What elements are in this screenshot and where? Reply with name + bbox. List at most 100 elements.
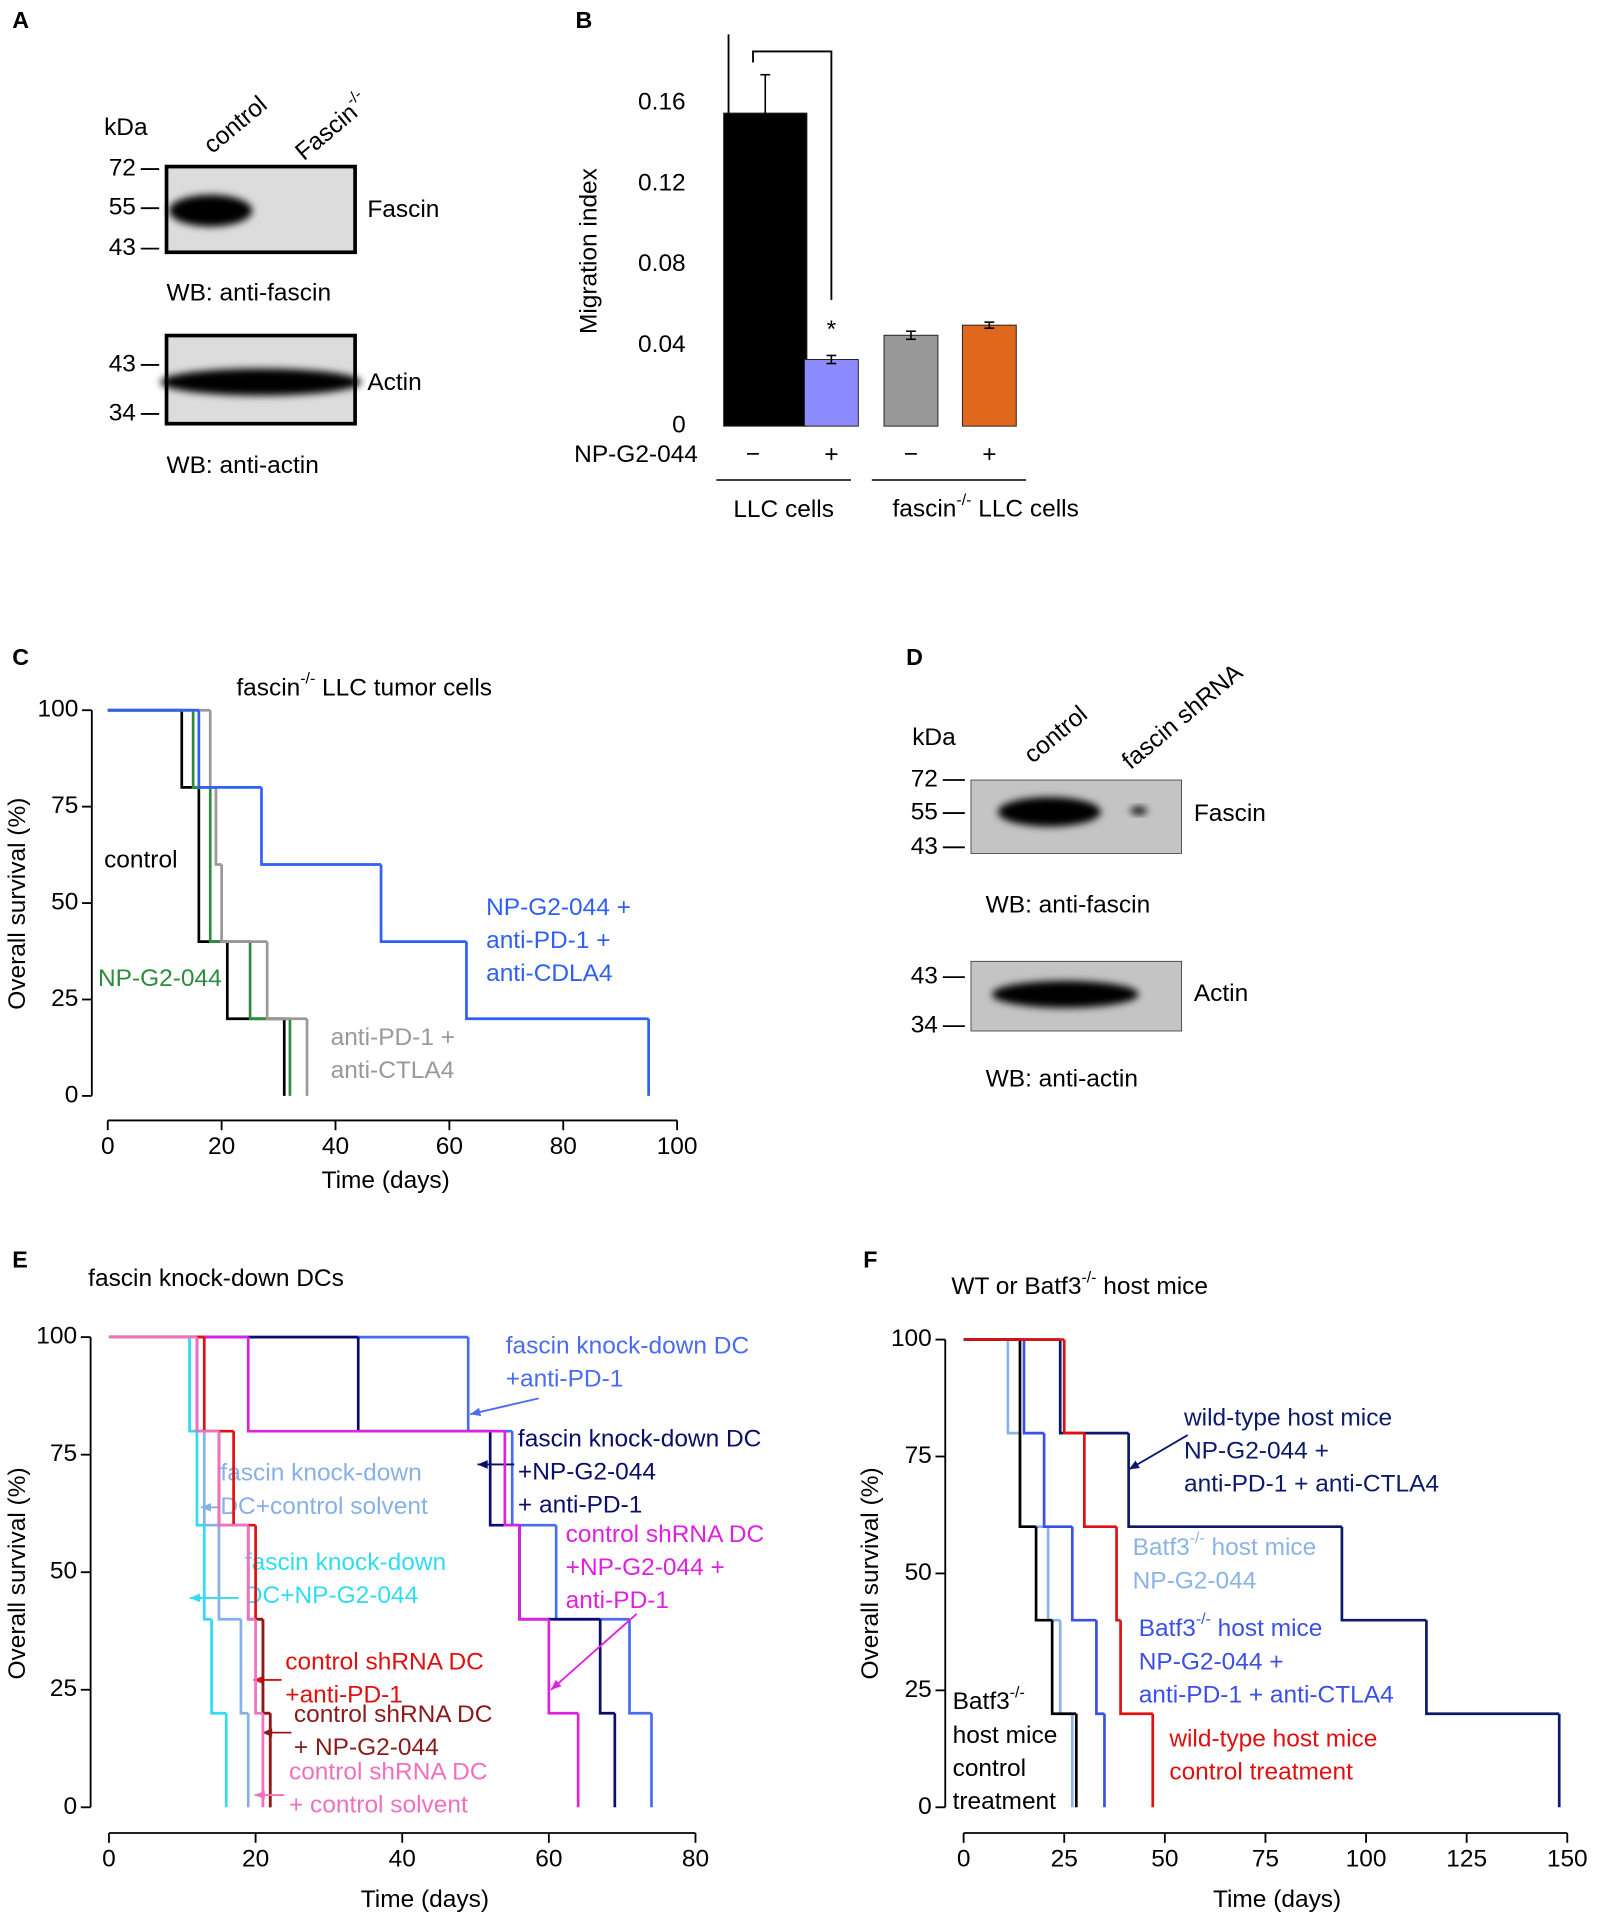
- y-tick-label: 25: [51, 985, 78, 1012]
- arrow-head: [470, 1407, 482, 1417]
- panel-letter: F: [863, 1246, 877, 1272]
- text-part: LLC cells: [971, 496, 1078, 523]
- survival-step: [356, 1337, 491, 1433]
- x-tick-label: 0: [102, 1845, 116, 1872]
- kda-label: kDa: [104, 114, 148, 141]
- series-label: host mice: [953, 1722, 1058, 1749]
- text-part: fascin: [892, 496, 956, 523]
- text-part: Batf3: [1139, 1615, 1196, 1642]
- survival-step: [239, 1619, 249, 1715]
- series-label: wild-type host mice: [1183, 1405, 1392, 1432]
- lane-label: control: [199, 91, 273, 159]
- marker-label: 43: [911, 963, 938, 990]
- series-label: DC+NP-G2-044: [245, 1582, 418, 1609]
- series-label: Batf3-/-: [953, 1685, 1025, 1716]
- series-label: Batf3-/- host mice: [1133, 1530, 1317, 1561]
- x-tick-label: 75: [1252, 1845, 1279, 1872]
- survival-step: [1022, 1339, 1045, 1435]
- y-tick-label: 0.04: [638, 331, 686, 358]
- survival-step: [1119, 1620, 1153, 1716]
- superscript: -/-: [1081, 1270, 1096, 1287]
- survival-step: [210, 1619, 227, 1715]
- group-label: fascin-/- LLC cells: [892, 492, 1078, 523]
- survival-step: [246, 1525, 256, 1621]
- error-bar: [984, 321, 995, 329]
- survival-step: [246, 1337, 505, 1433]
- y-tick-label: 25: [50, 1675, 77, 1702]
- survival-step: [214, 787, 222, 866]
- survival-step: [1042, 1433, 1073, 1529]
- survival-step: [598, 1619, 615, 1715]
- series-label: wild-type host mice: [1168, 1725, 1377, 1752]
- survival-step: [1046, 1526, 1061, 1622]
- survival-step: [1340, 1526, 1427, 1622]
- y-tick-label: 0: [672, 412, 686, 439]
- arrow-head: [550, 1679, 562, 1690]
- y-tick-label: 0: [918, 1793, 932, 1820]
- category-label: −: [746, 441, 760, 468]
- x-tick-label: 0: [101, 1133, 115, 1160]
- survival-step: [628, 1619, 652, 1715]
- x-tick-label: 40: [322, 1133, 349, 1160]
- y-tick-label: 100: [38, 696, 79, 723]
- x-tick-label: 50: [1151, 1845, 1178, 1872]
- y-tick-label: 0.08: [638, 250, 686, 277]
- x-tick-label: 125: [1446, 1845, 1487, 1872]
- survival-step: [379, 864, 467, 943]
- marker-label: 55: [911, 799, 938, 826]
- error-bar: [760, 73, 771, 153]
- x-tick-label: 100: [1346, 1845, 1387, 1872]
- text-part: host mice: [1205, 1534, 1317, 1561]
- survival-step: [1083, 1433, 1117, 1529]
- survival-step: [518, 1525, 549, 1621]
- band: [160, 368, 362, 396]
- x-tick-label: 0: [957, 1845, 971, 1872]
- category-label: +: [982, 441, 996, 468]
- survival-step: [1127, 1433, 1342, 1529]
- lane-label: Fascin-/-: [288, 87, 375, 167]
- series-label: fascin knock-down: [220, 1460, 421, 1487]
- error-bar: [826, 354, 837, 365]
- survival-step: [195, 1431, 205, 1527]
- blot-caption: WB: anti-fascin: [986, 892, 1151, 919]
- blot-caption: WB: anti-fascin: [167, 279, 332, 306]
- bar: [803, 359, 859, 427]
- survival-step: [220, 864, 268, 943]
- panel-letter: A: [12, 7, 29, 33]
- survival-step: [202, 1337, 234, 1433]
- series-label: Batf3-/- host mice: [1139, 1611, 1323, 1642]
- x-tick-label: 80: [550, 1133, 577, 1160]
- x-tick-label: 20: [208, 1133, 235, 1160]
- x-axis-label: Time (days): [1213, 1886, 1341, 1913]
- panel-letter: E: [12, 1246, 28, 1272]
- series-label: fascin knock-down: [245, 1549, 446, 1576]
- text-part: WT or Batf3: [951, 1274, 1081, 1301]
- row-label: NP-G2-044: [574, 441, 698, 468]
- marker-label: 55: [109, 194, 136, 221]
- lane-label: fascin shRNA: [1117, 658, 1248, 774]
- y-axis-label: Migration index: [576, 168, 603, 334]
- x-tick-label: 100: [657, 1133, 698, 1160]
- y-tick-label: 100: [36, 1323, 77, 1350]
- band: [991, 980, 1139, 1008]
- series-label: control: [104, 846, 177, 873]
- survival-step: [188, 1337, 197, 1433]
- y-tick-label: 75: [905, 1442, 932, 1469]
- arrow-head: [477, 1460, 488, 1469]
- superscript: -/-: [1196, 1611, 1211, 1628]
- survival-step: [202, 1525, 212, 1621]
- arrow-head: [1128, 1460, 1140, 1470]
- series-label: control shRNA DC: [294, 1701, 493, 1728]
- series-label: +NP-G2-044: [518, 1459, 656, 1486]
- survival-step: [202, 1431, 219, 1527]
- survival-step: [197, 787, 228, 943]
- series-label: + control solvent: [289, 1792, 468, 1819]
- band: [997, 797, 1101, 827]
- bar: [723, 112, 808, 427]
- category-label: −: [904, 441, 918, 468]
- survival-step: [547, 1619, 579, 1715]
- survival-step: [1058, 1620, 1073, 1716]
- band: [168, 194, 253, 227]
- survival-step: [217, 1525, 241, 1621]
